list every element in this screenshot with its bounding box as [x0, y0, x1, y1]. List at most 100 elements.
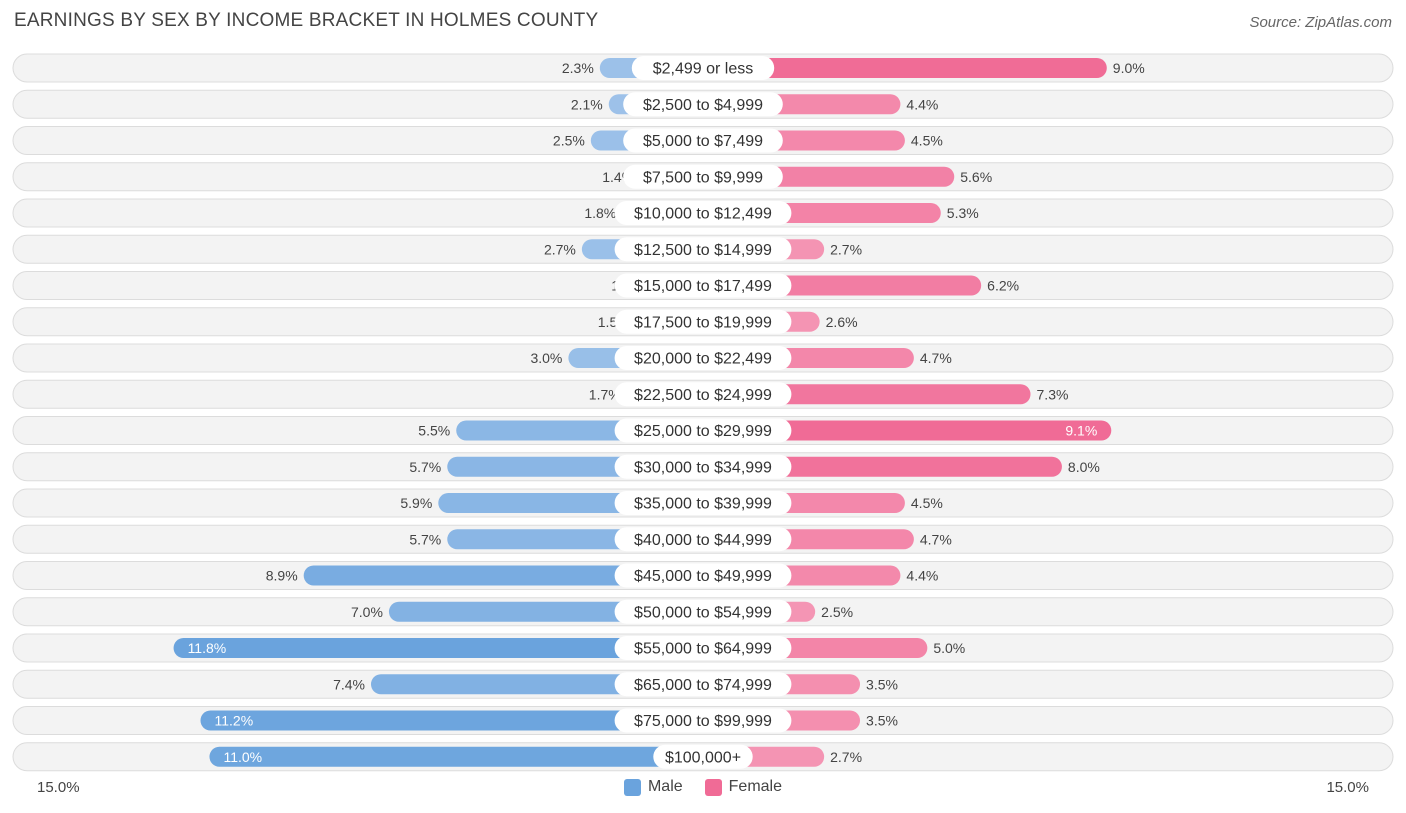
category-label: $75,000 to $99,999 [634, 713, 772, 730]
chart-row: 11.2% 3.5% $75,000 to $99,999 [12, 706, 1394, 735]
chart-row: 5.7% 8.0% $30,000 to $34,999 [12, 452, 1394, 482]
male-value-label: 3.0% [530, 350, 562, 366]
female-bar [703, 58, 1107, 78]
category-label: $25,000 to $29,999 [634, 423, 772, 440]
category-label: $65,000 to $74,999 [634, 677, 772, 694]
male-value-label: 11.8% [188, 640, 227, 656]
female-value-label: 4.7% [920, 531, 952, 547]
category-label-background [614, 636, 792, 660]
legend-label-female: Female [728, 778, 783, 795]
category-label-background [614, 527, 792, 552]
chart-row: 8.9% 4.4% $45,000 to $49,999 [12, 561, 1394, 590]
female-value-label: 7.3% [1037, 386, 1069, 402]
female-value-label: 2.5% [821, 604, 853, 620]
category-label-background [614, 708, 792, 733]
category-label: $17,500 to $19,999 [634, 314, 772, 331]
category-label-background [631, 56, 775, 80]
category-label-background [623, 92, 783, 117]
chart-row: 2.1% 4.4% $2,500 to $4,999 [12, 89, 1394, 119]
category-label-background [653, 744, 753, 769]
category-label-background [614, 309, 792, 334]
category-label-background [614, 672, 792, 697]
category-label: $30,000 to $34,999 [634, 459, 772, 476]
male-value-label: 7.4% [333, 676, 365, 692]
male-value-label: 2.7% [544, 241, 576, 257]
female-value-label: 4.4% [906, 96, 938, 112]
category-label: $20,000 to $22,499 [634, 351, 772, 368]
chart-row: 1.7% 7.3% $22,500 to $24,999 [12, 379, 1394, 409]
legend: Male Female [0, 778, 1406, 796]
female-value-label: 4.5% [911, 495, 943, 511]
chart-row: 5.9% 4.5% $35,000 to $39,999 [12, 488, 1394, 518]
category-label-background [614, 454, 792, 479]
female-bar [703, 456, 1062, 477]
male-bar [209, 746, 703, 767]
chart-row: 1.5% 2.6%$17,500 to $19,999 [12, 307, 1394, 337]
female-value-label: 2.7% [830, 241, 862, 257]
female-value-label: 3.5% [866, 713, 898, 729]
category-label: $100,000+ [665, 749, 741, 766]
chart-title: EARNINGS BY SEX BY INCOME BRACKET IN HOL… [14, 10, 599, 31]
category-label: $40,000 to $44,999 [634, 532, 772, 549]
category-label: $2,500 to $4,999 [643, 97, 763, 114]
category-label: $10,000 to $12,499 [634, 206, 772, 223]
male-value-label: 11.2% [214, 713, 253, 729]
category-label-background [614, 273, 792, 298]
category-label: $45,000 to $49,999 [634, 568, 772, 585]
female-value-label: 2.6% [826, 314, 858, 330]
chart-row: 2.3% 9.0% $2,499 or less [12, 53, 1394, 83]
category-label: $22,500 to $24,999 [634, 387, 772, 404]
category-label: $12,500 to $14,999 [634, 242, 772, 259]
female-value-label: 6.2% [987, 278, 1019, 294]
female-value-label: 9.1% [1065, 423, 1097, 439]
chart-row: 11.8% 5.0% $55,000 to $64,999 [12, 633, 1394, 663]
category-label-background [614, 237, 792, 262]
category-label: $55,000 to $64,999 [634, 641, 772, 658]
female-value-label: 4.7% [920, 350, 952, 366]
category-label: $50,000 to $54,999 [634, 604, 772, 621]
male-value-label: 2.3% [562, 60, 594, 76]
female-value-label: 4.4% [906, 568, 938, 584]
legend-item-female: Female [704, 778, 783, 796]
male-value-label: 7.0% [351, 604, 383, 620]
chart-row: 11.0% 2.7% $100,000+ [12, 742, 1394, 772]
category-label: $2,499 or less [653, 61, 754, 78]
category-label-background [614, 382, 792, 407]
male-value-label: 1.7% [589, 386, 621, 402]
male-value-label: 11.0% [223, 749, 262, 765]
female-value-label: 5.0% [933, 640, 965, 656]
male-value-label: 8.9% [266, 568, 298, 584]
chart-row: 7.0% 2.5% $50,000 to $54,999 [12, 597, 1394, 627]
category-label: $15,000 to $17,499 [634, 278, 772, 295]
axis-left-label: 15.0% [37, 779, 80, 796]
female-value-label: 9.0% [1113, 60, 1145, 76]
category-label: $5,000 to $7,499 [643, 133, 763, 150]
legend-label-male: Male [647, 778, 683, 795]
chart-row: 2.5% 4.5% $5,000 to $7,499 [12, 126, 1394, 155]
category-label-background [614, 346, 792, 370]
category-label-background [623, 164, 783, 189]
legend-swatch-female [704, 778, 722, 796]
chart-row: 1.2%6.2%$15,000 to $17,499 [12, 271, 1394, 300]
male-value-label: 5.7% [409, 531, 441, 547]
chart-row: 5.7% 4.7% $40,000 to $44,999 [12, 524, 1394, 554]
female-bar [703, 420, 1112, 441]
female-value-label: 5.3% [947, 205, 979, 221]
male-bar [303, 565, 703, 586]
male-bar [173, 638, 703, 658]
category-label-background [623, 128, 783, 153]
legend-item-male: Male [623, 778, 683, 796]
chart-row: 7.4% 3.5% $65,000 to $74,999 [12, 669, 1394, 699]
category-label: $7,500 to $9,999 [643, 169, 763, 186]
female-value-label: 4.5% [911, 133, 943, 149]
category-label-background [614, 599, 792, 624]
category-label: $35,000 to $39,999 [634, 496, 772, 513]
male-value-label: 2.5% [553, 133, 585, 149]
female-value-label: 2.7% [830, 749, 862, 765]
male-value-label: 5.5% [418, 423, 450, 439]
chart-row: 2.7% 2.7% $12,500 to $14,999 [12, 234, 1394, 264]
female-value-label: 3.5% [866, 676, 898, 692]
male-value-label: 1.8% [584, 205, 616, 221]
male-value-label: 2.1% [571, 96, 603, 112]
chart-row: 3.0% 4.7% $20,000 to $22,499 [12, 343, 1394, 373]
